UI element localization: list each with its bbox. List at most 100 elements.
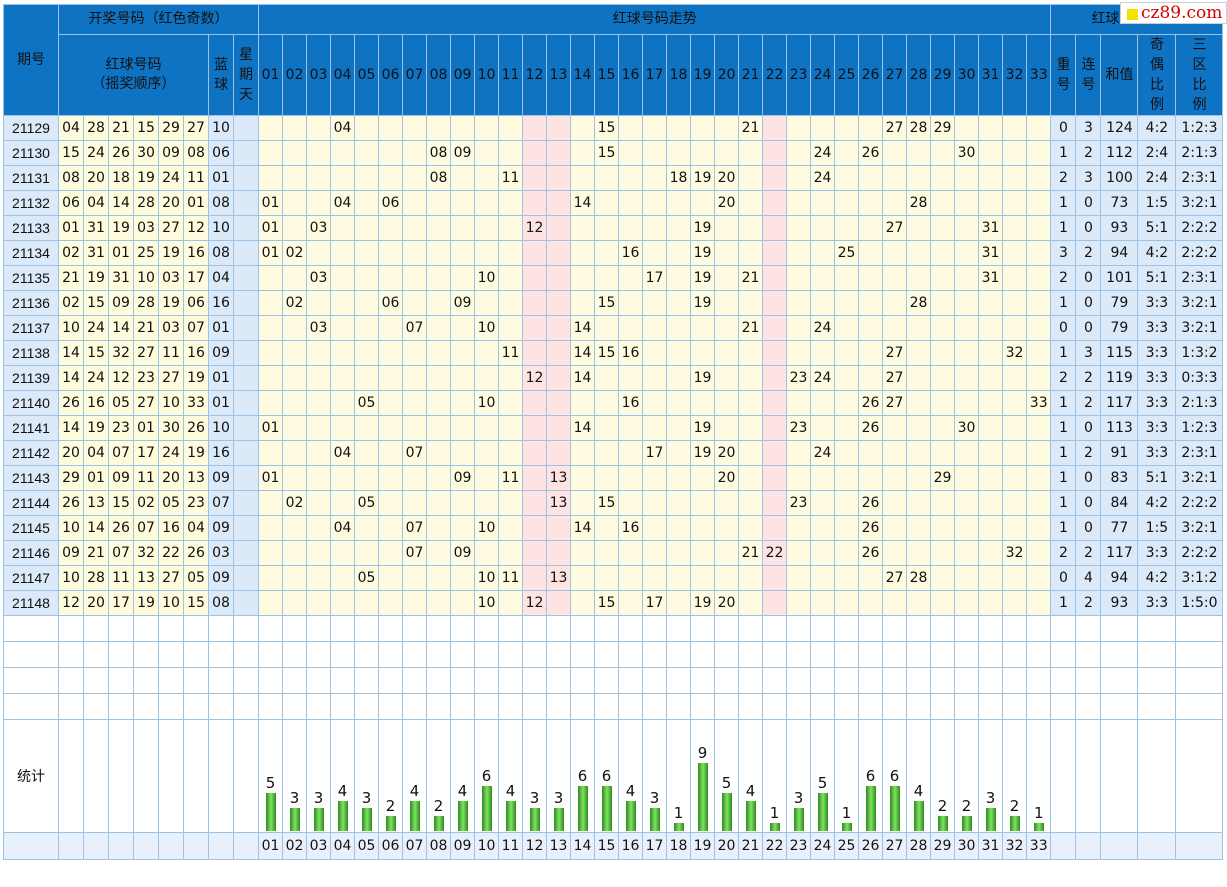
red-ball-cell: 30 [133, 140, 159, 166]
trend-cell [834, 265, 859, 291]
trend-hit: 12 [525, 595, 544, 611]
blue-ball-cell: 08 [208, 240, 234, 266]
blank-cell [1002, 693, 1027, 720]
blank-cell [83, 615, 109, 642]
trend-cell [690, 190, 715, 216]
trend-cell [378, 140, 403, 166]
trend-cell [666, 215, 691, 241]
sum-cell: 73 [1100, 190, 1139, 216]
blank-cell [402, 615, 427, 642]
period-cell: 21143 [3, 465, 59, 491]
trend-cell [402, 240, 427, 266]
trend-cell [450, 190, 475, 216]
trend-hit: 16 [621, 520, 640, 536]
trend-cell [570, 540, 595, 566]
blank-cell [666, 641, 691, 668]
blank-cell [1002, 667, 1027, 694]
trend-cell: 17 [642, 440, 667, 466]
trend-cell [738, 565, 763, 591]
trend-number-header: 08 [426, 34, 451, 116]
trend-hit: 19 [693, 270, 712, 286]
odd-even-cell: 3:3 [1137, 365, 1177, 391]
trend-hit: 21 [741, 545, 760, 561]
bar-box: 5 [260, 721, 282, 832]
red-ball-cell: 04 [183, 515, 209, 541]
trend-number-header: 16 [618, 34, 643, 116]
trend-cell [306, 515, 331, 541]
trend-cell: 19 [690, 415, 715, 441]
consecutive-cell: 2 [1075, 240, 1102, 266]
count-bar [1009, 816, 1020, 831]
blank-cell [522, 641, 547, 668]
trend-cell [906, 140, 931, 166]
trend-number-header: 17 [642, 34, 667, 116]
blank-cell [58, 667, 84, 694]
stats-bar-cell: 6 [570, 719, 595, 833]
stats-blank-cell [208, 719, 234, 833]
site-logo[interactable]: cz89.com [1120, 2, 1227, 24]
trend-cell: 14 [570, 515, 595, 541]
trend-cell: 08 [426, 140, 451, 166]
trend-cell: 05 [354, 390, 379, 416]
trend-cell [498, 290, 523, 316]
trend-cell [330, 240, 355, 266]
blank-cell [133, 615, 159, 642]
weekday-cell [233, 465, 259, 491]
trend-cell [714, 215, 739, 241]
trend-cell [882, 415, 907, 441]
trend-cell [834, 465, 859, 491]
trend-cell [762, 590, 787, 616]
trend-number-header: 06 [378, 34, 403, 116]
logo-mark-icon [1127, 9, 1138, 20]
trend-cell [666, 140, 691, 166]
trend-cell [786, 565, 811, 591]
bar-box: 4 [452, 721, 474, 832]
trend-cell: 15 [594, 590, 619, 616]
trend-number-header: 26 [858, 34, 883, 116]
trend-cell [930, 140, 955, 166]
blank-cell [1100, 615, 1139, 642]
red-ball-cell: 31 [108, 265, 134, 291]
trend-cell [858, 290, 883, 316]
blank-cell [108, 641, 134, 668]
blank-cell [762, 615, 787, 642]
bar-box: 3 [980, 721, 1002, 832]
red-ball-cell: 26 [108, 140, 134, 166]
period-cell: 21130 [3, 140, 59, 166]
trend-cell: 14 [570, 365, 595, 391]
repeat-cell: 0 [1050, 565, 1077, 591]
trend-cell [522, 440, 547, 466]
trend-cell [474, 240, 499, 266]
red-ball-cell: 06 [183, 290, 209, 316]
trend-cell [426, 490, 451, 516]
trend-cell [498, 315, 523, 341]
trend-cell [666, 490, 691, 516]
red-ball-cell: 01 [108, 240, 134, 266]
odd-even-cell: 5:1 [1137, 215, 1177, 241]
bar-box: 3 [284, 721, 306, 832]
trend-cell: 27 [882, 365, 907, 391]
trend-cell [498, 440, 523, 466]
trend-cell [834, 190, 859, 216]
trend-cell: 31 [978, 215, 1003, 241]
period-cell: 21135 [3, 265, 59, 291]
trend-cell [738, 515, 763, 541]
blank-cell [786, 667, 811, 694]
trend-cell [810, 490, 835, 516]
trend-cell [954, 440, 979, 466]
red-ball-cell: 26 [183, 415, 209, 441]
period-cell: 21147 [3, 565, 59, 591]
trend-hit: 30 [957, 145, 976, 161]
trend-cell: 20 [714, 590, 739, 616]
trend-cell: 27 [882, 115, 907, 141]
trend-hit: 07 [405, 320, 424, 336]
trend-cell [258, 440, 283, 466]
blank-cell [133, 667, 159, 694]
trend-cell [426, 590, 451, 616]
trend-cell [282, 465, 307, 491]
trend-hit: 07 [405, 545, 424, 561]
trend-hit: 27 [885, 395, 904, 411]
trend-cell [378, 265, 403, 291]
red-ball-cell: 09 [108, 465, 134, 491]
draw-row: 21142 20 04 07 17 24 19 16 04 07 17 19 20 24 1 2 91 3:3 2:… [3, 440, 1224, 466]
